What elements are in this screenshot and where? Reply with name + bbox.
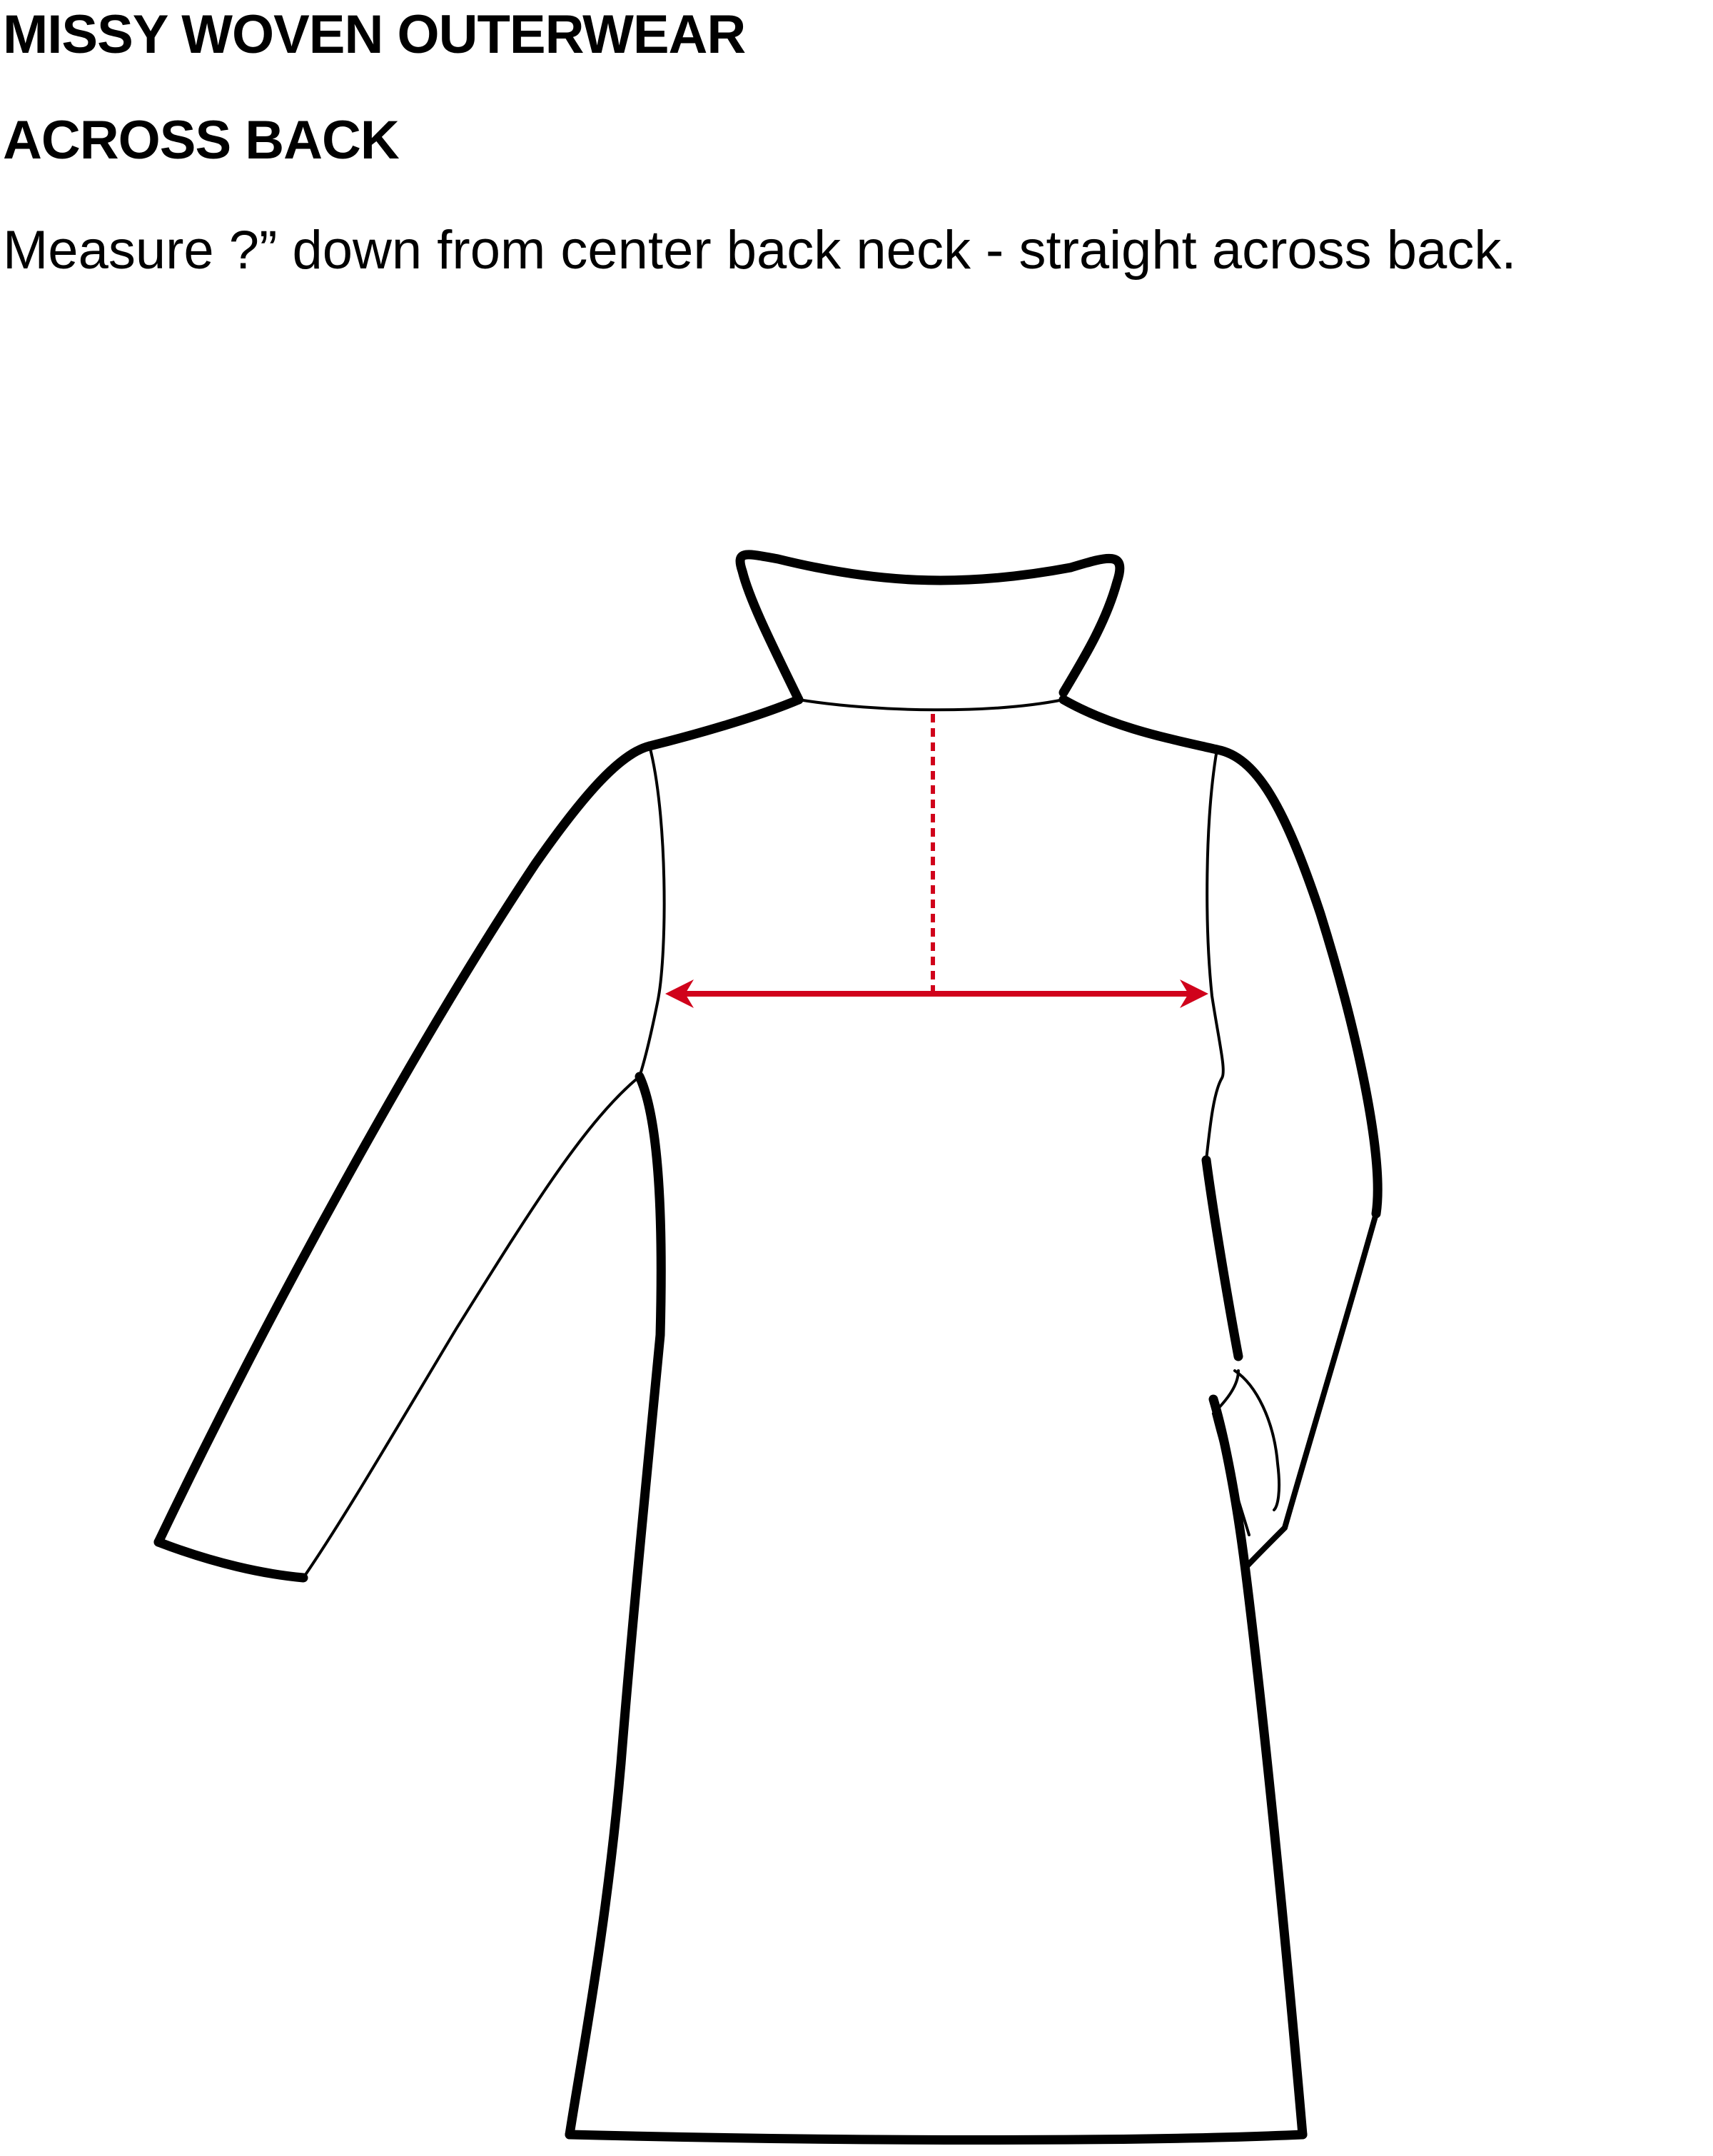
hand-detail-inner bbox=[1212, 1412, 1250, 1536]
left-shoulder bbox=[645, 695, 804, 751]
measurement-title: ACROSS BACK bbox=[3, 110, 400, 171]
right-sleeve-lower bbox=[1282, 1211, 1379, 1531]
right-side-seam bbox=[1208, 1394, 1308, 2140]
right-shoulder bbox=[1058, 695, 1222, 755]
collar-outline bbox=[735, 550, 1125, 705]
left-armhole-seam bbox=[638, 745, 666, 1078]
category-title: MISSY WOVEN OUTERWEAR bbox=[3, 4, 746, 65]
left-side-seam bbox=[565, 1072, 666, 2140]
right-cuff bbox=[1241, 1525, 1288, 1572]
right-sleeve-outer bbox=[1212, 745, 1383, 1219]
right-sleeve-inner bbox=[1201, 1155, 1243, 1361]
left-cuff-hem bbox=[153, 1537, 308, 1583]
hem bbox=[565, 2130, 1308, 2145]
hand-detail-fold bbox=[1212, 1369, 1240, 1415]
hand-detail bbox=[1233, 1369, 1281, 1511]
neckline-seam bbox=[797, 698, 1065, 712]
left-sleeve-inner bbox=[302, 1075, 641, 1579]
measurement-instruction: Measure ?” down from center back neck - … bbox=[3, 220, 1517, 281]
left-sleeve-outer bbox=[153, 741, 655, 1547]
right-armhole-seam bbox=[1205, 748, 1225, 1162]
